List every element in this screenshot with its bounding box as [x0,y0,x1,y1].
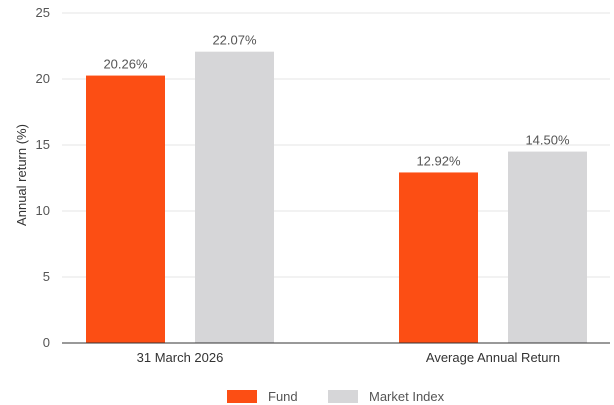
bar [399,172,478,343]
x-axis-categories: 31 March 2026 Average Annual Return [137,350,560,365]
y-axis-ticks: 0 5 10 15 20 25 [36,5,50,350]
y-tick-label: 5 [43,269,50,284]
y-tick-label: 10 [36,203,50,218]
legend: Fund Market Index [227,389,445,404]
bar [86,75,165,344]
legend-swatch [328,390,358,403]
data-labels: 20.26% 22.07% 12.92% 14.50% [103,33,570,169]
legend-label: Market Index [369,389,445,404]
data-label: 20.26% [103,57,148,72]
bar [195,51,274,344]
y-tick-label: 25 [36,5,50,20]
y-axis-label: Annual return (%) [14,124,29,226]
legend-swatch [227,390,257,403]
data-label: 12.92% [416,153,461,168]
y-tick-label: 15 [36,137,50,152]
y-tick-label: 0 [43,335,50,350]
y-tick-label: 20 [36,71,50,86]
legend-label: Fund [268,389,298,404]
x-category-label: 31 March 2026 [137,350,224,365]
data-label: 14.50% [525,133,570,148]
bars [86,51,587,344]
bar [508,151,587,343]
data-label: 22.07% [212,33,257,48]
x-category-label: Average Annual Return [426,350,560,365]
